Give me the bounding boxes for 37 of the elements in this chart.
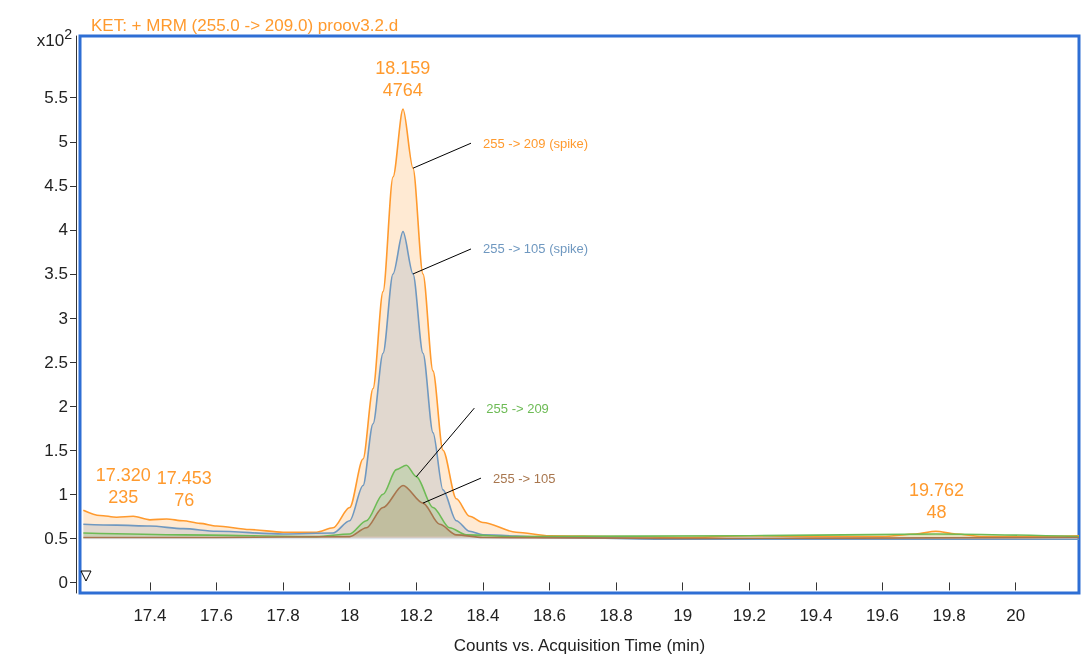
chart-title: KET: + MRM (255.0 -> 209.0) proov3.2.d [91, 16, 399, 35]
y-tick-label: 5 [58, 132, 68, 152]
text: 255 -> 209 [486, 400, 549, 416]
text: 255 -> 105 (spike) [483, 241, 589, 257]
y-tick-label: 5.5 [44, 88, 68, 108]
annotation: 17.320 235 [95, 465, 151, 508]
y-tick-label: 3.5 [44, 264, 68, 284]
y-tick-label: 3 [58, 308, 68, 328]
y-axis-title: x10$^{2}$ [35, 26, 72, 51]
x-tick-label: 19.4 [799, 606, 833, 625]
x-tick-label: 17.8 [266, 606, 300, 625]
text: 255 -> 105 [492, 470, 556, 486]
x-tick-label: 17.6 [199, 606, 234, 625]
y-tick-label: 4 [58, 220, 68, 240]
y-tick-label: 1 [58, 484, 68, 504]
x-tick-label: 18.8 [599, 606, 633, 625]
y-tick-label: 0 [58, 572, 68, 592]
x-tick-label: 18 [340, 606, 360, 625]
x-tick-label: 19.6 [865, 606, 900, 625]
y-tick-label: 2 [58, 396, 68, 416]
x-axis-title: Counts vs. Acquisition Time (min) [453, 636, 706, 655]
y-tick-label: 4.5 [44, 176, 68, 196]
y-tick-label: 1.5 [44, 440, 68, 460]
x-tick-label: 18.6 [532, 606, 567, 625]
x-tick-label: 19.8 [932, 606, 966, 625]
x-tick-label: 20 [1006, 606, 1026, 625]
x-tick-label: 18.2 [399, 606, 433, 625]
y-tick-label: 2.5 [44, 352, 68, 372]
annotation: 17.453 76 [156, 467, 212, 510]
text: 255 -> 209 (spike) [483, 135, 589, 151]
annotation: 19.762 48 [908, 480, 965, 523]
y-tick-label: 0.5 [44, 528, 68, 548]
annotation: 18.159 4764 [375, 58, 431, 101]
x-tick-label: 19 [673, 606, 693, 625]
x-tick-label: 19.2 [732, 606, 766, 625]
x-tick-label: 17.4 [133, 606, 167, 625]
x-tick-label: 18.4 [466, 606, 500, 625]
